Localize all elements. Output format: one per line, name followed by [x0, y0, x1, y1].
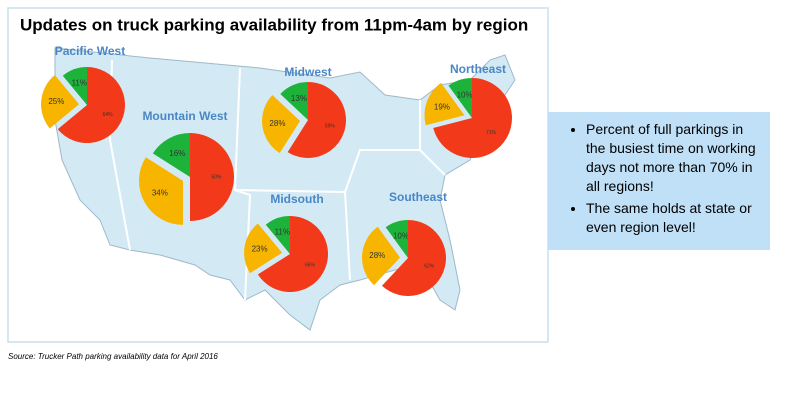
slice-label: 11% — [275, 228, 290, 237]
slice-label: 23% — [252, 244, 268, 253]
note: The same holds at state or even region l… — [586, 199, 760, 237]
note-list: Percent of full parkings in the busiest … — [562, 120, 760, 237]
slice-label: 25% — [48, 97, 64, 106]
pie-slice — [448, 78, 472, 118]
note: Percent of full parkings in the busiest … — [586, 120, 760, 196]
pie-slice — [152, 133, 190, 177]
source: Source: Trucker Path parking availabilit… — [8, 352, 218, 361]
pie-slice — [41, 74, 80, 129]
slice-label: 16% — [169, 149, 185, 158]
pie-title: Pacific West — [55, 44, 125, 58]
pie-slice — [262, 94, 301, 154]
slice-label: 19% — [434, 102, 450, 111]
pie-slice — [381, 220, 446, 296]
note-box: Percent of full parkings in the busiest … — [548, 112, 770, 250]
slice-label: 62% — [424, 264, 435, 270]
pie-slice — [424, 82, 465, 126]
slice-label: 50% — [211, 174, 222, 180]
pie-slice — [385, 220, 408, 258]
slice-label: 10% — [393, 231, 409, 240]
pie-title: Northeast — [450, 62, 506, 76]
pie-title: Midwest — [284, 65, 331, 79]
slice-label: 64% — [103, 112, 114, 118]
pie-slice — [362, 226, 401, 286]
pie-slice — [265, 216, 290, 254]
slice-label: 34% — [152, 189, 168, 198]
pie-slice — [138, 157, 183, 225]
pie-slice — [244, 223, 283, 274]
slice-label: 71% — [486, 130, 497, 136]
pie-title: Midsouth — [270, 192, 323, 206]
pie-title: Southeast — [389, 190, 447, 204]
slice-label: 10% — [457, 90, 473, 99]
slice-label: 13% — [291, 94, 307, 103]
slice-label: 28% — [369, 251, 385, 260]
pie-title: Mountain West — [142, 109, 227, 123]
slice-label: 11% — [72, 79, 87, 88]
pie-slice — [57, 67, 125, 143]
pie-slice — [287, 82, 347, 158]
slice-label: 59% — [325, 124, 336, 130]
pie-slice — [280, 82, 308, 120]
pie-slice — [190, 133, 234, 221]
pie-slice — [257, 216, 329, 293]
pie-slice — [62, 67, 87, 105]
slice-label: 28% — [269, 119, 285, 128]
pie-slice — [433, 78, 513, 158]
us-map — [54, 47, 516, 331]
title: Updates on truck parking availability fr… — [20, 15, 528, 34]
slice-label: 66% — [305, 262, 316, 268]
